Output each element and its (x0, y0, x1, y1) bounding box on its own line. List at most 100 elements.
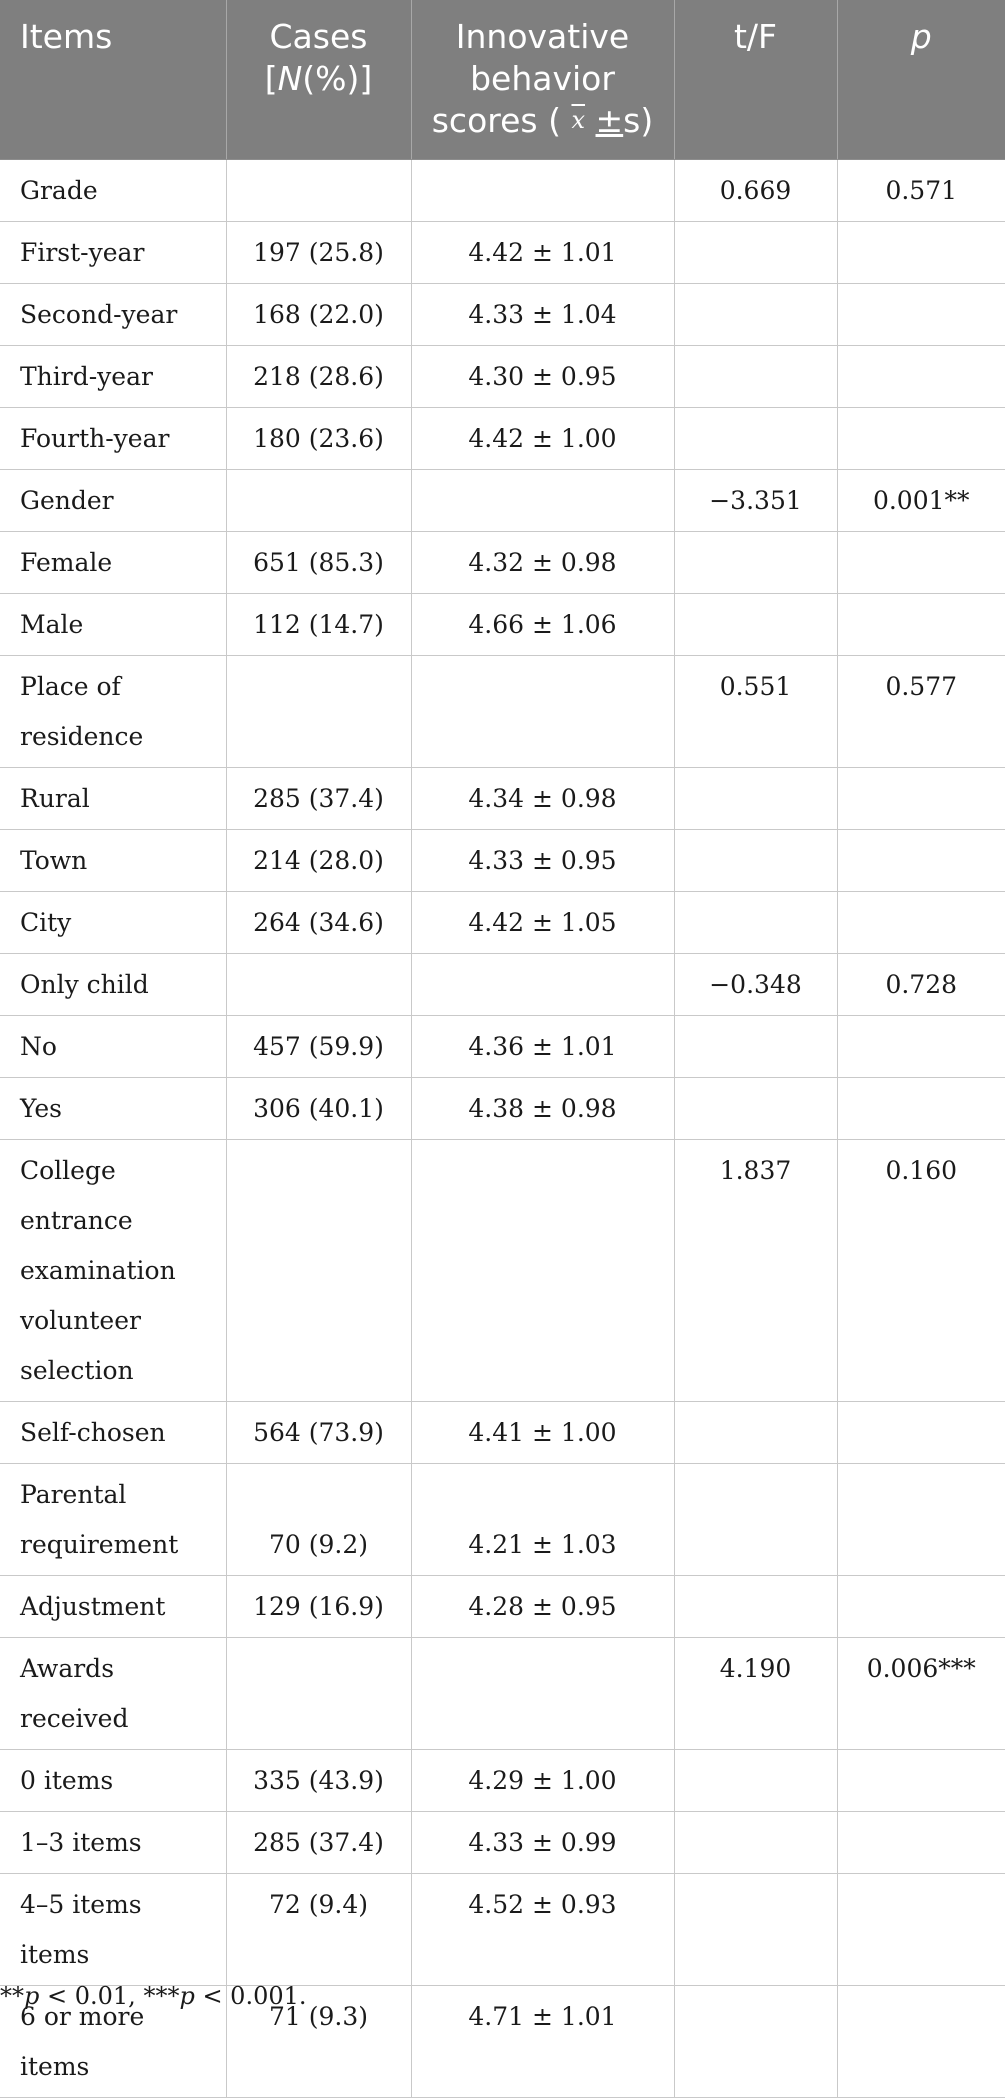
cell-p (836, 1463, 1005, 1576)
cell-item: 1–3 items (0, 1811, 227, 1874)
cell-tf (673, 283, 838, 346)
cell-tf (673, 829, 838, 892)
cell-score (410, 469, 675, 532)
header-items: Items (0, 0, 227, 160)
footnote-stars3: *** (143, 1982, 180, 2010)
cell-item: City (0, 891, 227, 954)
cell-p (836, 593, 1005, 656)
cell-score: 4.33 ± 0.95 (410, 829, 675, 892)
cell-item: Third-year (0, 345, 227, 408)
cell-item-text: Place of residence (20, 672, 144, 751)
cell-score (410, 655, 675, 768)
cell-item: Female (0, 531, 227, 594)
header-p: p (837, 0, 1005, 160)
cell-p (836, 1873, 1005, 1986)
cell-cases: 457 (59.9) (225, 1015, 412, 1078)
header-row: Items Cases [N(%)] Innovative behavior s… (0, 0, 1005, 160)
cell-cases (225, 655, 412, 768)
table-row: Only child −0.348 0.728 (0, 953, 1005, 1016)
table-body: Grade 0.669 0.571 First-year 197 (25.8) 4.42 … (0, 159, 1005, 2098)
cell-cases: 264 (34.6) (225, 891, 412, 954)
cell-cases: 197 (25.8) (225, 221, 412, 284)
cell-item: Place of residence (0, 655, 227, 768)
cell-tf (673, 221, 838, 284)
cell-cases: 70 (9.2) (225, 1463, 412, 1576)
cell-p (836, 221, 1005, 284)
cell-p (836, 1401, 1005, 1464)
cell-p: 0.571 (836, 159, 1005, 222)
table-row: Parental requirement 70 (9.2) 4.21 ± 1.03 (0, 1463, 1005, 1576)
header-cases-percent: (%)] (302, 59, 373, 98)
footnote-p1: p (24, 1982, 40, 2010)
table-row: Awards received 4.190 0.006*** (0, 1637, 1005, 1750)
cell-item: Male (0, 593, 227, 656)
cell-item: First-year (0, 221, 227, 284)
table-row: College entrance examination volunteer s… (0, 1139, 1005, 1402)
cell-tf (673, 1873, 838, 1986)
cell-score (410, 159, 675, 222)
table-row: Second-year 168 (22.0) 4.33 ± 1.04 (0, 283, 1005, 346)
cell-score: 4.30 ± 0.95 (410, 345, 675, 408)
cell-p (836, 1575, 1005, 1638)
table-row: City 264 (34.6) 4.42 ± 1.05 (0, 891, 1005, 954)
cell-p (836, 407, 1005, 470)
cell-p (836, 767, 1005, 830)
cell-item: Only child (0, 953, 227, 1016)
cell-p (836, 345, 1005, 408)
cell-p: 0.006*** (836, 1637, 1005, 1750)
header-s-symbol: s) (623, 101, 654, 140)
cell-tf (673, 1811, 838, 1874)
footnote-p2: p (179, 1982, 195, 2010)
cell-item: 0 items (0, 1749, 227, 1812)
header-innov-line1: Innovative (455, 17, 630, 56)
cell-score: 4.33 ± 1.04 (410, 283, 675, 346)
cell-p (836, 829, 1005, 892)
cell-item: College entrance examination volunteer s… (0, 1139, 227, 1402)
cell-item: Grade (0, 159, 227, 222)
table-header: Items Cases [N(%)] Innovative behavior s… (0, 0, 1005, 160)
cell-cases (225, 1637, 412, 1750)
cell-tf (673, 891, 838, 954)
cell-cases: 112 (14.7) (225, 593, 412, 656)
header-items-label: Items (20, 17, 113, 56)
cell-score (410, 1637, 675, 1750)
header-tf: t/F (674, 0, 838, 160)
cell-score: 4.33 ± 0.99 (410, 1811, 675, 1874)
cell-tf (673, 1463, 838, 1576)
cell-tf (673, 1015, 838, 1078)
table-row: Fourth-year 180 (23.6) 4.42 ± 1.00 (0, 407, 1005, 470)
cell-p: 0.001** (836, 469, 1005, 532)
cell-p: 0.160 (836, 1139, 1005, 1402)
cell-cases: 651 (85.3) (225, 531, 412, 594)
cell-item: Yes (0, 1077, 227, 1140)
cell-p (836, 891, 1005, 954)
table-row: Male 112 (14.7) 4.66 ± 1.06 (0, 593, 1005, 656)
header-innov-line2: behavior (470, 59, 615, 98)
cell-cases: 168 (22.0) (225, 283, 412, 346)
cell-score (410, 1139, 675, 1402)
cell-cases (225, 469, 412, 532)
cell-tf: −3.351 (673, 469, 838, 532)
cell-tf (673, 1575, 838, 1638)
cell-cases: 218 (28.6) (225, 345, 412, 408)
cell-tf (673, 1077, 838, 1140)
cell-cases: 335 (43.9) (225, 1749, 412, 1812)
cell-tf: 1.837 (673, 1139, 838, 1402)
cell-item: Second-year (0, 283, 227, 346)
cell-tf: 0.669 (673, 159, 838, 222)
cell-p: 0.728 (836, 953, 1005, 1016)
cell-item: Fourth-year (0, 407, 227, 470)
header-innov-line3: scores ( (431, 101, 561, 140)
table-row: Place of residence 0.551 0.577 (0, 655, 1005, 768)
cell-item: Rural (0, 767, 227, 830)
cell-cases: 306 (40.1) (225, 1077, 412, 1140)
footnote-text1: < 0.01, (39, 1982, 144, 2010)
cell-score: 4.28 ± 0.95 (410, 1575, 675, 1638)
footnote-stars2: ** (0, 1982, 24, 2010)
cell-cases: 285 (37.4) (225, 767, 412, 830)
table-row: 4–5 items items 72 (9.4) 4.52 ± 0.93 (0, 1873, 1005, 1986)
cell-score: 4.42 ± 1.05 (410, 891, 675, 954)
cell-cases: 129 (16.9) (225, 1575, 412, 1638)
cell-p (836, 283, 1005, 346)
cell-score: 4.66 ± 1.06 (410, 593, 675, 656)
